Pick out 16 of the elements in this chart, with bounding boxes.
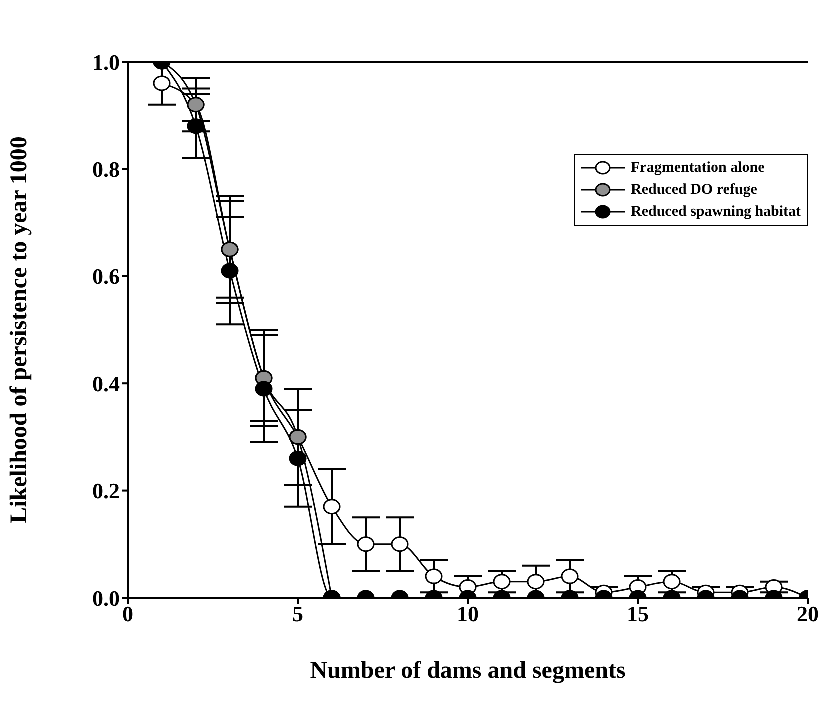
y-tick-label: 0.2 <box>92 478 120 504</box>
y-tick-label: 1.0 <box>92 50 120 75</box>
x-tick-label: 15 <box>627 602 649 627</box>
legend-label: Reduced spawning habitat <box>631 203 802 222</box>
legend-label: Fragmentation alone <box>631 159 765 178</box>
x-tick-label: 5 <box>292 602 304 627</box>
y-tick-label: 0.0 <box>92 586 120 611</box>
y-axis-title: Likelihood of persistence to year 1000 <box>6 136 33 524</box>
x-tick-label: 20 <box>797 602 819 627</box>
x-tick-label: 10 <box>457 602 479 627</box>
y-tick-label: 0.4 <box>92 371 120 396</box>
x-axis-title: Number of dams and segments <box>310 658 626 684</box>
legend-label: Reduced DO refuge <box>631 181 758 200</box>
y-tick-label: 0.8 <box>92 157 120 182</box>
y-tick-label: 0.6 <box>92 264 120 290</box>
x-tick-label: 0 <box>122 602 134 627</box>
